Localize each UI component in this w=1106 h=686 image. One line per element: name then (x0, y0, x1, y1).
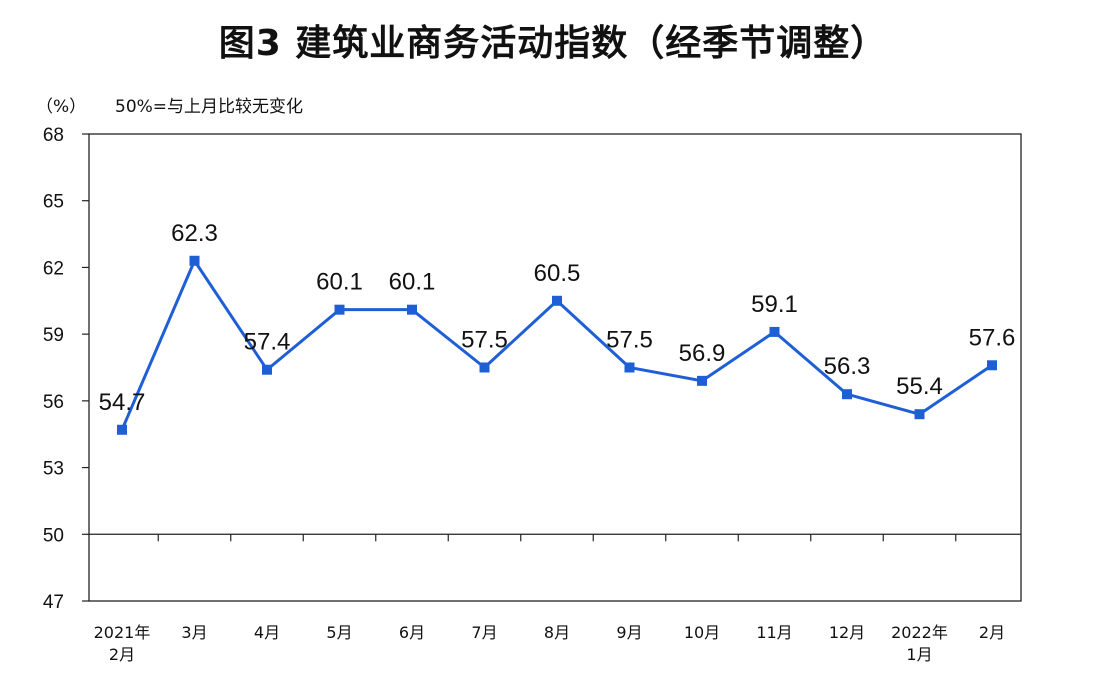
x-tick-label: 11月 (756, 623, 792, 642)
data-point (987, 360, 997, 371)
x-tick-label: 6月 (399, 623, 425, 642)
x-tick-label: 12月 (829, 623, 865, 642)
y-tick-label: 68 (43, 125, 64, 146)
data-label: 57.4 (244, 329, 291, 356)
x-tick-label: 2022年 (891, 623, 948, 642)
x-tick-label: 10月 (684, 623, 720, 642)
x-tick-label: 9月 (616, 623, 642, 642)
x-tick-label: 5月 (326, 623, 352, 642)
y-tick-label: 65 (43, 192, 64, 213)
chart-title: 图3 建筑业商务活动指数（经季节调整） (218, 23, 888, 64)
x-tick-label: 8月 (544, 623, 570, 642)
data-label: 60.5 (534, 260, 581, 287)
data-point (624, 362, 635, 373)
x-tick-label: 2月 (109, 645, 135, 664)
data-label: 57.5 (461, 327, 508, 354)
data-point (334, 304, 345, 315)
data-label: 59.1 (751, 291, 798, 318)
data-label: 56.3 (824, 353, 871, 380)
data-point (842, 389, 852, 400)
y-tick-label: 59 (43, 325, 64, 346)
data-label: 60.1 (316, 269, 363, 296)
y-tick-label: 62 (43, 258, 64, 279)
data-point (479, 362, 490, 373)
x-tick-label: 3月 (181, 623, 207, 642)
data-label: 54.7 (99, 389, 146, 416)
data-label: 60.1 (389, 269, 436, 296)
plot-frame (88, 133, 1022, 602)
x-tick-label: 2021年 (94, 623, 151, 642)
y-tick-label: 56 (43, 392, 64, 413)
y-tick-label: 53 (43, 459, 64, 480)
y-tick-label: 50 (43, 525, 64, 546)
data-label: 62.3 (171, 220, 218, 247)
data-point (262, 364, 272, 375)
data-label: 57.6 (969, 324, 1016, 351)
y-unit-label: （%） (36, 97, 87, 117)
data-point (769, 326, 780, 337)
data-point (914, 409, 925, 420)
data-label: 56.9 (679, 340, 726, 367)
y-tick-label: 47 (43, 592, 64, 613)
reference-note: 50%=与上月比较无变化 (115, 97, 304, 117)
data-point (189, 255, 200, 266)
data-point (697, 375, 707, 386)
x-tick-label: 7月 (471, 623, 497, 642)
data-label: 55.4 (896, 373, 943, 400)
data-point (552, 295, 562, 306)
x-tick-label: 2月 (979, 623, 1005, 642)
x-tick-label: 1月 (906, 645, 932, 664)
data-label: 57.5 (606, 327, 653, 354)
x-tick-label: 4月 (254, 623, 280, 642)
data-point (407, 304, 417, 315)
data-point (117, 424, 127, 435)
